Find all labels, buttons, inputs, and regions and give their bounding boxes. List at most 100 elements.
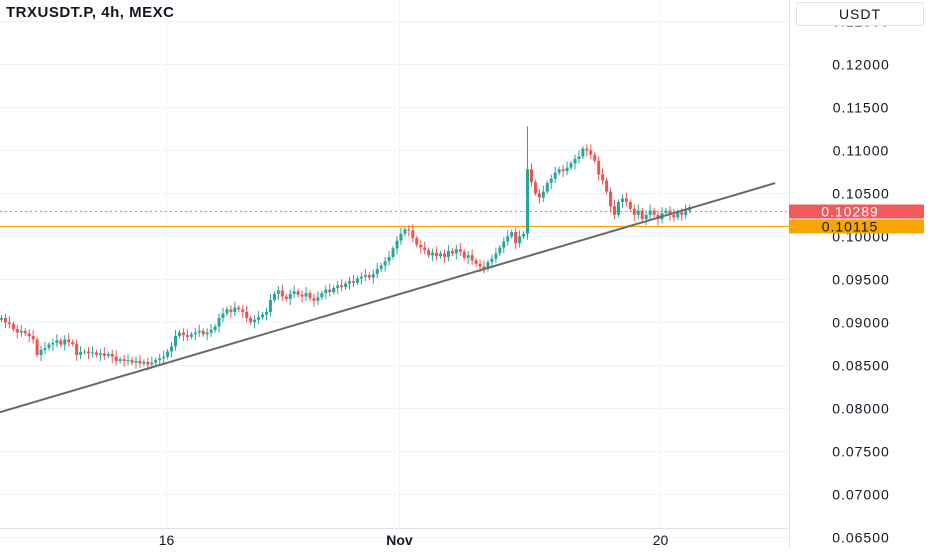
candle	[63, 335, 67, 351]
candle-body	[395, 240, 399, 249]
candle-body	[27, 333, 31, 337]
candle	[221, 307, 225, 323]
candle	[367, 272, 371, 281]
candle-body	[233, 307, 237, 312]
candle-body	[316, 297, 320, 301]
candle-body	[162, 356, 166, 359]
candle	[431, 248, 435, 262]
badge-background	[789, 204, 924, 219]
candle	[442, 249, 446, 263]
candle-body	[288, 293, 292, 300]
candle	[31, 330, 35, 344]
candle-body	[632, 208, 636, 215]
candle-body	[672, 214, 676, 218]
candle	[395, 236, 399, 255]
candle	[644, 210, 648, 226]
candle	[288, 289, 292, 306]
candle-body	[561, 169, 565, 172]
candle	[605, 177, 609, 195]
candle	[522, 231, 526, 239]
candle	[518, 230, 522, 248]
currency-unit-button[interactable]: USDT	[796, 2, 924, 26]
candle	[264, 307, 268, 321]
candle-body	[272, 293, 276, 300]
time-tick-label: 16	[159, 532, 175, 548]
candle	[597, 156, 601, 181]
candle-body	[47, 344, 51, 349]
candle-body	[652, 210, 656, 215]
candle	[439, 250, 443, 259]
candle-body	[620, 198, 624, 202]
candle	[514, 227, 518, 250]
candle-body	[490, 258, 494, 263]
candle	[624, 192, 628, 207]
candle-body	[3, 317, 7, 323]
candle	[466, 250, 470, 264]
candle	[371, 269, 375, 284]
candle-body	[146, 361, 150, 365]
candle	[79, 346, 83, 360]
candle-body	[174, 336, 178, 347]
candle-body	[344, 283, 348, 288]
candle	[51, 338, 55, 351]
candle	[83, 348, 87, 355]
candle-body	[577, 156, 581, 159]
candle-body	[367, 275, 371, 278]
candle	[383, 256, 387, 272]
candle	[59, 337, 63, 348]
candle-body	[229, 309, 233, 312]
candle-body	[79, 352, 83, 355]
candle	[526, 126, 530, 240]
support-level-group	[0, 211, 789, 228]
candle	[71, 339, 75, 347]
candle	[174, 330, 178, 351]
candle-body	[261, 314, 265, 318]
candle-body	[201, 330, 205, 335]
candle-body	[15, 329, 19, 333]
candle	[189, 331, 193, 340]
candle	[233, 301, 237, 317]
candle	[35, 336, 39, 358]
candle-body	[209, 330, 213, 333]
candle-body	[581, 148, 585, 157]
candle	[166, 348, 170, 360]
candle-body	[431, 252, 435, 256]
time-axis[interactable]: 16 Nov 20	[159, 532, 669, 548]
candle-body	[181, 332, 185, 336]
trendline-group[interactable]	[0, 182, 776, 414]
candle	[585, 144, 589, 157]
candle-body	[399, 233, 403, 241]
candle	[308, 290, 312, 301]
candle-body	[328, 289, 332, 293]
candle-body	[664, 210, 668, 214]
candle-body	[601, 174, 605, 181]
candle-body	[541, 191, 545, 198]
candle	[249, 315, 253, 325]
candle	[87, 347, 91, 360]
candle-body	[506, 236, 510, 242]
candle-body	[446, 250, 450, 257]
candle-body	[340, 285, 344, 288]
candle-body	[474, 260, 478, 264]
candle	[640, 207, 644, 222]
candle-body	[75, 343, 79, 355]
price-axis-background[interactable]	[789, 0, 932, 550]
candle-body	[518, 236, 522, 244]
candle	[23, 328, 27, 337]
candle	[557, 166, 561, 176]
candle-body	[537, 193, 541, 198]
candle-body	[185, 335, 189, 337]
candle	[482, 260, 486, 274]
candle	[27, 329, 31, 343]
trendline[interactable]	[0, 182, 776, 414]
candle	[387, 250, 391, 266]
candle-body	[478, 263, 482, 267]
candle	[39, 345, 43, 361]
candle	[3, 313, 7, 329]
candle-body	[466, 255, 470, 258]
candle-body	[462, 251, 466, 258]
candle	[537, 189, 541, 204]
candle-body	[458, 249, 462, 252]
